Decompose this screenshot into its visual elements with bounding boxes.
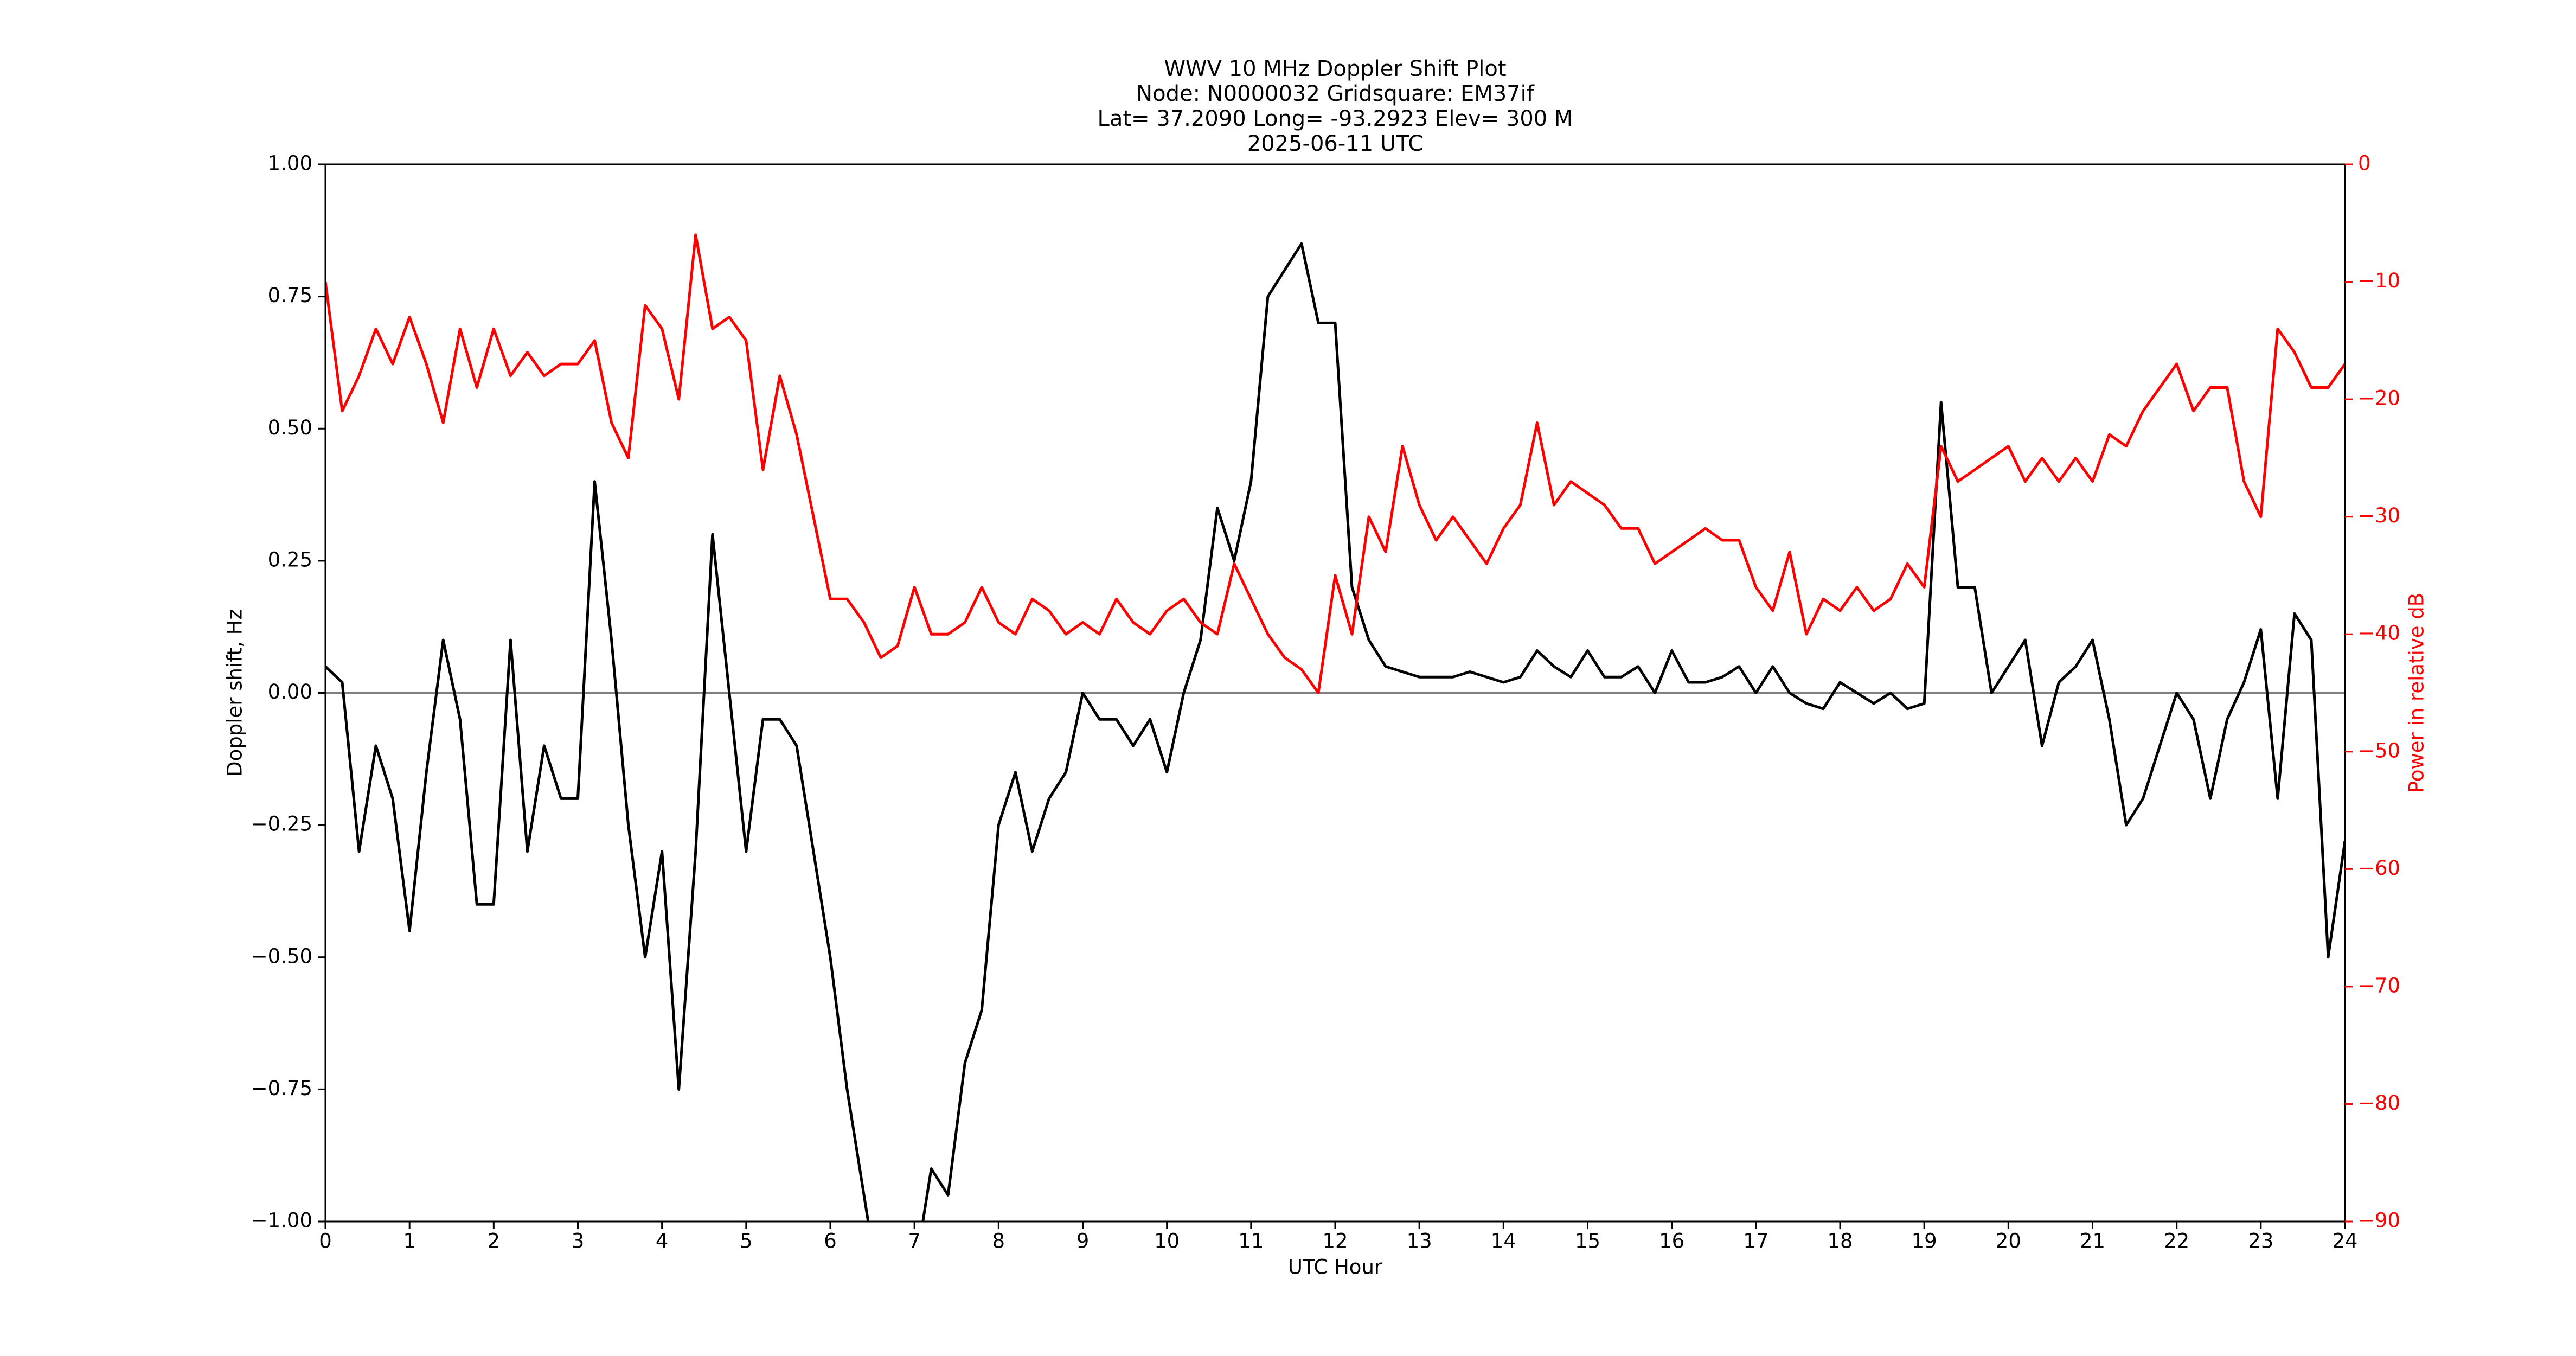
y-tick-label: −0.25 (251, 813, 312, 836)
x-tick-label: 14 (1491, 1230, 1516, 1253)
x-axis-label: UTC Hour (1288, 1256, 1383, 1279)
x-tick-label: 5 (740, 1230, 753, 1253)
plot-area (325, 233, 2345, 1221)
y2-tick-label: −70 (2358, 974, 2400, 997)
x-tick-label: 24 (2332, 1230, 2357, 1253)
y2-tick-label: 0 (2358, 152, 2371, 175)
chart-title: WWV 10 MHz Doppler Shift Plot (1164, 56, 1506, 81)
x-tick-label: 8 (992, 1230, 1005, 1253)
x-tick-label: 3 (572, 1230, 585, 1253)
y2-axis-label: Power in relative dB (2405, 593, 2428, 793)
x-tick-label: 9 (1076, 1230, 1090, 1253)
y2-tick-label: −40 (2358, 622, 2400, 645)
x-tick-label: 17 (1743, 1230, 1768, 1253)
x-tick-label: 20 (1996, 1230, 2021, 1253)
x-tick-label: 21 (2080, 1230, 2105, 1253)
y-tick-label: −0.75 (251, 1077, 312, 1100)
x-tick-label: 11 (1238, 1230, 1264, 1253)
x-tick-label: 10 (1154, 1230, 1180, 1253)
data-line (325, 242, 2345, 1221)
y2-tick-label: −60 (2358, 856, 2400, 880)
chart-title: 2025-06-11 UTC (1247, 131, 1423, 156)
y2-tick-label: −20 (2358, 387, 2400, 410)
x-tick-label: 7 (908, 1230, 921, 1253)
chart-title: Lat= 37.2090 Long= -93.2923 Elev= 300 M (1098, 106, 1573, 131)
y-tick-label: 0.75 (268, 284, 312, 307)
y2-tick-label: −80 (2358, 1091, 2400, 1115)
x-tick-label: 15 (1575, 1230, 1600, 1253)
x-tick-label: 23 (2248, 1230, 2273, 1253)
data-line (325, 233, 2345, 694)
x-tick-label: 6 (824, 1230, 837, 1253)
x-tick-label: 16 (1659, 1230, 1684, 1253)
x-tick-label: 2 (488, 1230, 501, 1253)
x-tick-label: 1 (403, 1230, 416, 1253)
y2-tick-label: −90 (2358, 1209, 2400, 1232)
x-tick-label: 12 (1322, 1230, 1348, 1253)
x-tick-label: 22 (2164, 1230, 2189, 1253)
x-tick-label: 19 (1912, 1230, 1937, 1253)
chart-title: Node: N0000032 Gridsquare: EM37if (1136, 81, 1535, 106)
y2-tick-label: −30 (2358, 504, 2400, 527)
x-tick-label: 13 (1407, 1230, 1432, 1253)
x-tick-label: 4 (656, 1230, 669, 1253)
y-tick-label: 0.25 (268, 548, 312, 571)
y-tick-label: −1.00 (251, 1209, 312, 1232)
y2-tick-label: −10 (2358, 269, 2400, 292)
y-tick-label: −0.50 (251, 944, 312, 968)
y2-tick-label: −50 (2358, 739, 2400, 762)
y-tick-label: 0.50 (268, 416, 312, 439)
x-tick-label: 18 (1827, 1230, 1853, 1253)
y-axis-label: Doppler shift, Hz (223, 609, 247, 777)
y-tick-label: 1.00 (268, 152, 312, 175)
y-tick-label: 0.00 (268, 680, 312, 703)
x-tick-label: 0 (319, 1230, 332, 1253)
